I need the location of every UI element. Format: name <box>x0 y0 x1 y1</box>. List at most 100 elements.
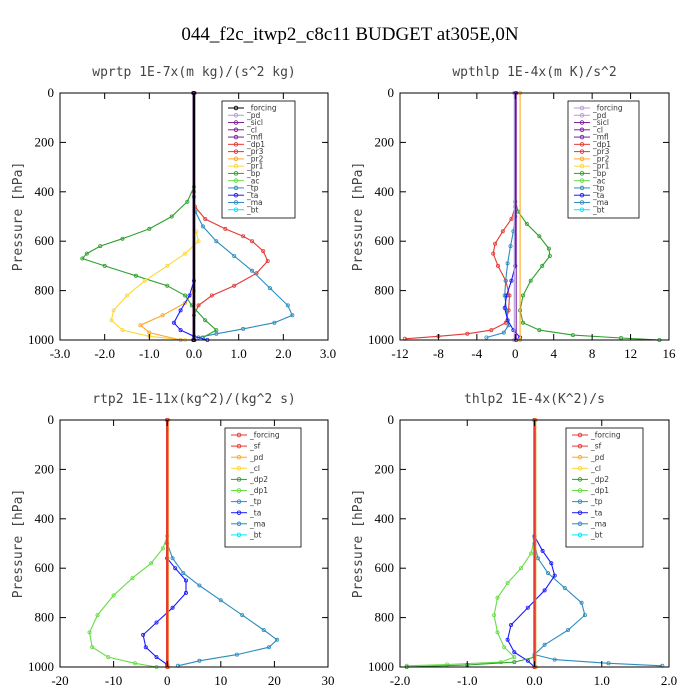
data-point <box>521 293 526 298</box>
y-tick-label: 800 <box>375 610 395 625</box>
series-line-2 <box>193 93 294 339</box>
y-tick-label: 0 <box>48 85 55 100</box>
y-tick-label: 800 <box>375 283 395 298</box>
legend-label: _cl <box>590 464 601 473</box>
data-point <box>197 583 202 588</box>
series-line-4 <box>110 231 200 341</box>
legend-label: _tp <box>592 184 605 193</box>
data-point <box>513 263 518 268</box>
series-line-2 <box>404 93 516 340</box>
legend-label: _pd <box>249 453 264 462</box>
legend-marker <box>236 510 242 515</box>
data-point <box>505 318 510 323</box>
x-tick-label: -12 <box>391 346 408 361</box>
legend-label: _bp <box>592 169 607 178</box>
legend-marker <box>233 149 239 154</box>
x-tick-label: 0 <box>512 346 519 361</box>
y-tick-label: 600 <box>35 233 55 248</box>
y-tick-label: 1000 <box>368 332 394 347</box>
data-point <box>173 566 178 571</box>
legend-marker <box>233 163 239 169</box>
legend: _forcing _sf _pd _cl _dp2 _dp1 _tp _ta _ma _bt <box>565 427 644 548</box>
legend-label: _ta <box>590 508 602 517</box>
data-point <box>132 661 137 666</box>
legend-label: _mfl <box>592 133 609 142</box>
legend-marker <box>579 192 585 198</box>
data-point <box>528 278 533 283</box>
series-line-1 <box>193 93 269 340</box>
legend-label: _ta <box>246 191 258 200</box>
y-tick-label: 200 <box>375 134 395 149</box>
legend-marker <box>579 134 585 140</box>
series-line-3 <box>507 420 556 668</box>
data-point <box>183 578 188 583</box>
legend-label: _tp <box>249 497 262 506</box>
data-point <box>512 655 517 660</box>
data-point <box>521 320 526 325</box>
legend-marker <box>233 134 239 140</box>
y-tick-label: 600 <box>375 233 395 248</box>
legend-marker <box>577 488 583 493</box>
y-tick-label: 600 <box>375 560 395 575</box>
series-line-1 <box>406 420 536 667</box>
legend-marker <box>233 178 239 183</box>
legend-label: _pr1 <box>592 162 610 171</box>
y-tick-label: 800 <box>35 283 55 298</box>
y-axis-label: Pressure [hPa] <box>351 489 366 599</box>
data-point <box>200 224 205 229</box>
figure-title: 044_f2c_itwp2_c8c11 BUDGET at305E,0N <box>181 24 518 45</box>
x-tick-label: 0.0 <box>526 673 542 688</box>
legend-marker <box>236 532 242 538</box>
series-line-3 <box>81 93 218 338</box>
x-tick-label: -8 <box>433 346 444 361</box>
legend-label: _forcing <box>590 431 621 440</box>
data-point <box>261 249 266 254</box>
x-tick-label: -1.0 <box>457 673 478 688</box>
legend-label: _sicl <box>246 118 263 127</box>
data-point <box>147 226 152 231</box>
data-point <box>509 278 514 283</box>
legend-marker <box>233 120 239 125</box>
data-point <box>130 576 135 581</box>
data-point <box>149 561 154 566</box>
data-point <box>524 221 529 226</box>
legend-marker <box>233 207 239 212</box>
legend-label: _forcing <box>592 104 623 113</box>
legend-label: _ma <box>590 519 607 528</box>
legend-label: _ac <box>246 176 259 185</box>
y-tick-label: 200 <box>375 461 395 476</box>
data-point <box>505 637 510 642</box>
data-point <box>90 645 95 650</box>
data-point <box>241 234 246 239</box>
x-tick-label: -1.0 <box>139 346 160 361</box>
x-tick-label: 30 <box>322 673 335 688</box>
legend-marker <box>579 163 585 169</box>
y-tick-label: 200 <box>35 461 55 476</box>
legend-marker <box>577 477 583 482</box>
data-point <box>232 253 237 258</box>
data-point <box>160 546 165 551</box>
data-point <box>141 632 146 637</box>
legend-marker <box>579 149 585 154</box>
legend-marker <box>236 488 242 493</box>
legend-marker <box>233 142 239 147</box>
legend-label: _cl <box>246 125 257 134</box>
data-point <box>98 244 103 249</box>
data-point <box>111 593 116 598</box>
data-point <box>570 333 575 338</box>
series-line-3 <box>142 420 187 665</box>
data-point <box>547 253 552 258</box>
legend-marker <box>233 185 239 191</box>
legend-marker <box>577 454 583 460</box>
panel-3: rtp2 1E-11x(kg^2)/(kg^2 s) Pressure [hPa]… <box>11 392 335 688</box>
x-tick-label: -4 <box>471 346 482 361</box>
legend-label: _bt <box>590 531 603 540</box>
data-point <box>95 613 100 618</box>
legend-marker <box>233 105 239 111</box>
data-point <box>540 263 545 268</box>
legend-label: _dp1 <box>246 140 265 149</box>
data-point <box>272 320 277 325</box>
legend-label: _ma <box>249 519 266 528</box>
data-point <box>549 561 554 566</box>
x-tick-label: -2.0 <box>94 346 115 361</box>
